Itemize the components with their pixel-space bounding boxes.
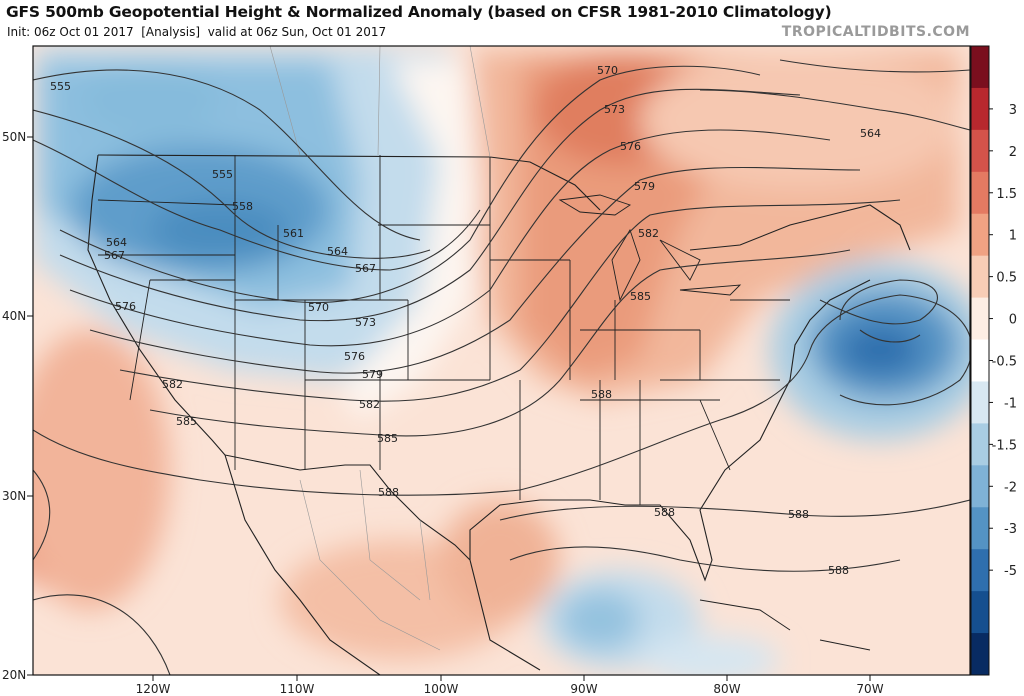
colorbar-label: -3 [1004, 522, 1017, 537]
lon-label: 120W [136, 682, 171, 696]
contour-label: 570 [597, 64, 618, 77]
colorbar-label: 1.5 [996, 187, 1017, 202]
contour-label: 561 [283, 227, 304, 240]
colorbar-swatch [971, 423, 989, 466]
lon-label: 100W [424, 682, 459, 696]
colorbar-swatch [971, 465, 989, 508]
valid-time: valid at 06z Sun, Oct 01 2017 [207, 25, 387, 39]
colorbar-swatch [971, 339, 989, 382]
colorbar-label: 1 [1009, 229, 1017, 244]
colorbar-swatch [971, 46, 989, 89]
colorbar-label: 2 [1009, 145, 1017, 160]
colorbar-swatch [971, 171, 989, 215]
contour-label: 582 [638, 227, 659, 240]
contour-label: 573 [604, 103, 625, 116]
contour-label: 579 [362, 368, 383, 381]
contour-label: 555 [50, 80, 71, 93]
contour-label: 558 [232, 200, 253, 213]
contour-label: 588 [378, 486, 399, 499]
contour-label: 564 [327, 245, 348, 258]
contour-label: 588 [591, 388, 612, 401]
lon-label: 80W [713, 682, 740, 696]
contour-label: 573 [355, 316, 376, 329]
colorbar-swatch [971, 591, 989, 634]
colorbar-swatch [971, 255, 989, 299]
contour-label: 588 [788, 508, 809, 521]
latitude-axis: 50N 40N 30N 20N [2, 130, 33, 682]
contour-label: 564 [106, 236, 127, 249]
contour-label: 564 [860, 127, 881, 140]
colorbar-label: -2 [1004, 480, 1017, 495]
colorbar-label: 0.5 [996, 271, 1017, 286]
lon-label: 70W [856, 682, 883, 696]
height-contours [33, 59, 970, 675]
contour-label: 576 [620, 140, 641, 153]
contour-label: 588 [828, 564, 849, 577]
contour-label: 582 [359, 398, 380, 411]
contour-label: 588 [654, 506, 675, 519]
colorbar-label: -1.5 [992, 438, 1017, 453]
contour-label: 585 [377, 432, 398, 445]
colorbar-swatch [971, 549, 989, 592]
colorbar-swatch [971, 507, 989, 550]
contour-label: 570 [308, 301, 329, 314]
colorbar-label: -1 [1004, 396, 1017, 411]
contour-label: 576 [115, 300, 136, 313]
map-frame [32, 45, 971, 676]
longitude-axis: 120W 110W 100W 90W 80W 70W [136, 675, 884, 696]
colorbar-swatch [971, 633, 989, 676]
colorbar-swatch [971, 213, 989, 257]
contour-label: 585 [176, 415, 197, 428]
colorbar-swatch [971, 87, 989, 131]
contour-label: 585 [630, 290, 651, 303]
init-time: Init: 06z Oct 01 2017 [7, 25, 134, 39]
boundaries [87, 46, 911, 675]
contour-labels: 555 555 558 561 564 564 567 567 570 573 … [50, 64, 881, 577]
brand-watermark: TROPICALTIDBITS.COM [781, 24, 970, 40]
anomaly-shading [33, 46, 970, 675]
colorbar-swatch [971, 297, 989, 341]
colorbar-swatch [971, 381, 989, 424]
colorbar: 3 2 1.5 1 0.5 0 -0.5 -1 -1.5 -2 -3 -5 [970, 45, 1017, 676]
colorbar-label: -5 [1004, 564, 1017, 579]
contour-label: 567 [104, 249, 125, 262]
lon-label: 90W [570, 682, 597, 696]
lat-label: 50N [2, 130, 26, 144]
contour-label: 582 [162, 378, 183, 391]
colorbar-label: 3 [1009, 103, 1017, 118]
colorbar-swatch [971, 129, 989, 173]
lat-label: 30N [2, 489, 26, 503]
lon-label: 110W [280, 682, 315, 696]
contour-label: 576 [344, 350, 365, 363]
lat-label: 20N [2, 668, 26, 682]
contour-label: 567 [355, 262, 376, 275]
analysis-tag: [Analysis] [141, 25, 201, 39]
map-title: GFS 500mb Geopotential Height & Normaliz… [6, 3, 832, 21]
colorbar-label: 0 [1009, 313, 1017, 328]
map-subtitle: Init: 06z Oct 01 2017 [Analysis] valid a… [7, 25, 386, 39]
contour-label: 579 [634, 180, 655, 193]
colorbar-label: -0.5 [992, 355, 1017, 370]
lat-label: 40N [2, 309, 26, 323]
contour-label: 555 [212, 168, 233, 181]
